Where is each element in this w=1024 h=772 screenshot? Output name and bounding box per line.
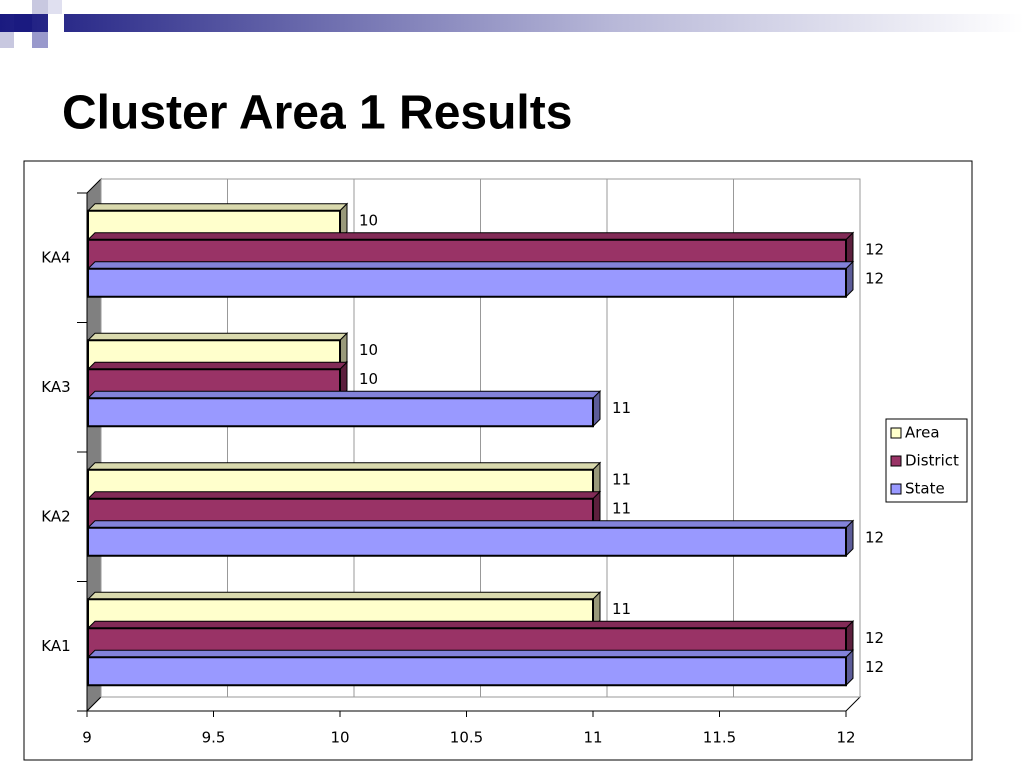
y-tick-label: KA3: [41, 378, 70, 396]
legend-label: Area: [905, 424, 940, 442]
slide-decoration: [0, 0, 1024, 48]
value-label: 11: [612, 600, 631, 618]
bar-top: [86, 462, 602, 471]
floor: [85, 696, 862, 712]
x-tick-label: 10.5: [450, 729, 483, 747]
value-label: 10: [359, 341, 378, 359]
value-label: 10: [359, 211, 378, 229]
slide-title: Cluster Area 1 Results: [62, 87, 572, 140]
legend-swatch: [890, 483, 902, 495]
bar-side: [592, 390, 601, 428]
bar: [87, 397, 594, 428]
legend-swatch: [890, 455, 902, 467]
x-tick-label: 12: [836, 729, 855, 747]
bar-side: [845, 260, 854, 298]
legend-label: District: [905, 452, 959, 470]
bar: [87, 267, 847, 298]
bar-top: [86, 620, 855, 629]
value-label: 12: [865, 629, 884, 647]
y-tick-label: KA2: [41, 507, 70, 525]
bar-side: [845, 649, 854, 687]
bar-top: [86, 520, 855, 529]
x-tick-label: 11: [583, 729, 602, 747]
legend-label: State: [905, 480, 945, 498]
bar-side: [845, 519, 854, 557]
legend-swatch: [890, 427, 902, 439]
bar-top: [86, 491, 602, 500]
y-tick-label: KA1: [41, 637, 70, 655]
bar-top: [86, 361, 349, 370]
value-label: 12: [865, 269, 884, 287]
value-label: 12: [865, 658, 884, 676]
x-tick-label: 11.5: [703, 729, 736, 747]
x-tick-label: 10: [330, 729, 349, 747]
bar-top: [86, 203, 349, 212]
value-label: 12: [865, 240, 884, 258]
x-tick-label: 9: [82, 729, 92, 747]
value-label: 11: [612, 499, 631, 517]
bar-top: [86, 261, 855, 270]
value-label: 10: [359, 370, 378, 388]
bar-top: [86, 332, 349, 341]
value-label: 11: [612, 399, 631, 417]
bar-top: [86, 649, 855, 658]
bar-top: [86, 232, 855, 241]
y-tick-label: KA4: [41, 248, 70, 266]
bar-top: [86, 390, 602, 399]
value-label: 11: [612, 470, 631, 488]
value-label: 12: [865, 528, 884, 546]
bar: [87, 526, 847, 557]
bar-top: [86, 591, 602, 600]
bar: [87, 656, 847, 687]
x-tick-label: 9.5: [202, 729, 226, 747]
